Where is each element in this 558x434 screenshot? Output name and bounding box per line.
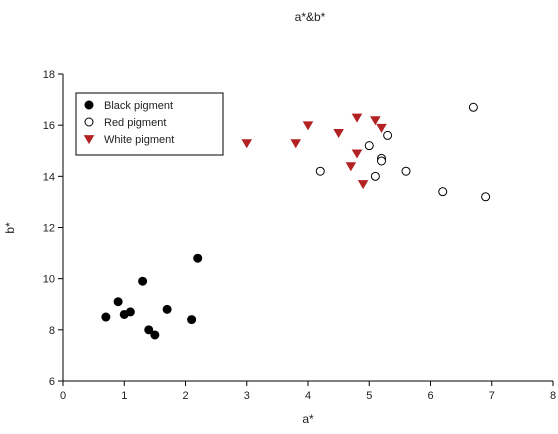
data-point-red-pigment [401, 166, 411, 176]
data-point-red-pigment [468, 102, 478, 112]
x-tick-label: 8 [550, 390, 556, 402]
data-point-red-pigment [377, 156, 386, 166]
data-point-red-pigment [315, 166, 325, 176]
data-point-black-pigment [113, 297, 123, 307]
x-tick-label: 2 [182, 390, 188, 402]
data-point-white-pigment [333, 128, 344, 139]
data-point-black-pigment [144, 325, 154, 335]
data-point-black-pigment [150, 330, 160, 340]
data-point-white-pigment [351, 113, 363, 123]
y-axis-label: b* [3, 222, 17, 234]
y-tick-label: 16 [43, 120, 55, 132]
legend-label-black-pigment: Black pigment [104, 100, 173, 112]
y-tick-label: 14 [43, 171, 55, 183]
data-point-white-pigment [345, 162, 357, 172]
data-point-black-pigment [101, 312, 111, 322]
data-point-red-pigment [364, 141, 374, 151]
x-axis-label: a* [302, 412, 314, 426]
legend: Black pigment Red pigment White pigment [75, 92, 224, 156]
y-tick-label: 12 [43, 223, 55, 235]
legend-label-white-pigment: White pigment [104, 134, 174, 146]
x-tick-label: 7 [489, 390, 495, 402]
x-tick-label: 5 [366, 390, 372, 402]
x-tick-label: 0 [60, 390, 66, 402]
data-point-red-pigment [481, 192, 491, 202]
data-point-white-pigment [302, 121, 314, 131]
x-tick-label: 3 [244, 390, 250, 402]
data-point-black-pigment [125, 307, 135, 317]
data-point-white-pigment [376, 123, 387, 133]
data-point-black-pigment [193, 253, 203, 263]
data-point-white-pigment [351, 149, 363, 159]
data-point-red-pigment [370, 171, 380, 181]
data-point-black-pigment [162, 304, 172, 314]
chart-title: a*&b* [295, 10, 326, 24]
legend-label-red-pigment: Red pigment [104, 117, 166, 129]
data-point-black-pigment [187, 315, 197, 325]
data-point-black-pigment [138, 276, 148, 286]
data-point-white-pigment [290, 139, 302, 149]
data-point-red-pigment [383, 130, 393, 140]
legend-marker-red-pigment [84, 117, 94, 127]
legend-frame [75, 92, 224, 156]
data-point-white-pigment [357, 180, 369, 190]
data-point-white-pigment [241, 139, 253, 149]
x-tick-label: 1 [121, 390, 127, 402]
y-tick-label: 18 [43, 69, 55, 81]
y-tick-label: 8 [49, 325, 55, 337]
y-tick-label: 10 [43, 274, 55, 286]
data-point-red-pigment [438, 187, 448, 197]
x-tick-label: 4 [305, 390, 311, 402]
legend-marker-black-pigment [84, 100, 94, 110]
legend-marker-white-pigment [83, 135, 95, 145]
data-point-white-pigment [370, 116, 381, 126]
x-tick-label: 6 [427, 390, 433, 402]
y-tick-label: 6 [49, 376, 55, 388]
